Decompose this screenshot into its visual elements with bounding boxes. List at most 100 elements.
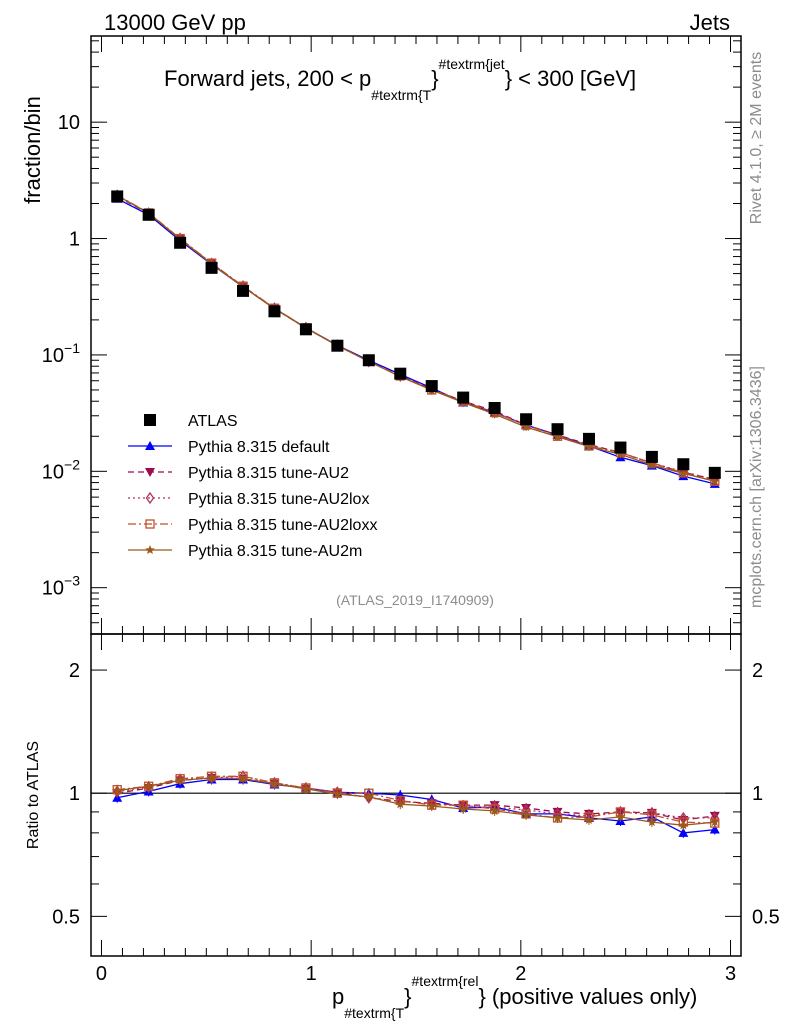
line-au2lox	[116, 194, 715, 481]
point-atlas	[362, 354, 375, 367]
legend-marker-atlas	[144, 414, 156, 426]
xlabel-sub: #textrm{T	[344, 1005, 404, 1021]
ratio-panel-frame	[90, 633, 742, 957]
point-atlas	[614, 441, 627, 454]
analysis-id: (ATLAS_2019_I1740909)	[336, 592, 494, 608]
point-atlas	[425, 380, 438, 393]
ratio-point-au2m	[552, 812, 563, 822]
ratio-point-default	[678, 827, 689, 837]
series-atlas	[111, 190, 721, 479]
xtick-label: 2	[515, 963, 526, 985]
ratio-point-au2m	[678, 820, 689, 830]
ratio-point-au2m	[647, 817, 657, 827]
header-right: Jets	[690, 10, 730, 35]
axes-layer: 10 1 10−1 10−2 10−3 2 2 1 1 0.5 0.5 0 1 2 3	[42, 36, 780, 985]
xlabel-sub-brace: }	[404, 984, 411, 1009]
ratio-line-au2loxx	[117, 775, 715, 824]
main-ytick-label: 10−1	[42, 340, 80, 367]
svg-text:Forward jets, 200 < p#textrm{T: Forward jets, 200 < p#textrm{T}#textrm{j…	[164, 56, 636, 103]
point-au2m	[552, 431, 563, 441]
xlabel-post: } (positive values only)	[478, 984, 697, 1009]
ratio-line-default	[117, 778, 715, 834]
ratio-ytick-label: 1	[69, 783, 80, 805]
point-au2m	[615, 449, 626, 459]
legend-marker-au2lox	[145, 491, 155, 505]
title-sup: #textrm{jet	[439, 56, 505, 72]
ratio-ytick-label: 0.5	[52, 906, 80, 928]
point-atlas	[142, 208, 155, 221]
legend-marker-default	[145, 441, 155, 450]
main-ylabel: fraction/bin	[20, 96, 45, 204]
title-post: } < 300 [GeV]	[505, 66, 636, 91]
ratio-point-au2m	[112, 785, 122, 795]
ratio-point-au2m	[427, 801, 437, 811]
ratio-point-au2m	[238, 773, 248, 783]
legend-entry-atlas: ATLAS	[144, 413, 238, 430]
point-atlas	[645, 450, 658, 463]
xtick-label: 1	[306, 963, 317, 985]
legend-label-au2: Pythia 8.315 tune-AU2	[188, 465, 349, 482]
point-atlas	[205, 261, 218, 274]
xtick-label: 3	[725, 963, 736, 985]
point-au2m	[678, 468, 689, 478]
legend-label-au2lox: Pythia 8.315 tune-AU2lox	[188, 491, 369, 508]
point-atlas	[299, 323, 312, 336]
legend-marker-au2m	[145, 545, 155, 554]
legend: ATLAS Pythia 8.315 default Pythia 8.315 tu…	[128, 413, 377, 560]
legend-label-au2loxx: Pythia 8.315 tune-AU2loxx	[188, 517, 377, 534]
plot-title: Forward jets, 200 < p#textrm{T}#textrm{j…	[164, 56, 636, 103]
x-axis-label: p#textrm{T}#textrm{rel} (positive values…	[332, 973, 697, 1021]
ratio-point-au2m	[269, 778, 280, 788]
main-ytick-label: 10−2	[42, 456, 80, 483]
ratio-ytick-label-right: 2	[752, 660, 763, 682]
legend-label-default: Pythia 8.315 default	[188, 439, 330, 456]
ratio-line-au2	[117, 777, 715, 821]
ratio-point-default	[709, 824, 720, 834]
legend-entry-au2: Pythia 8.315 tune-AU2	[128, 465, 349, 482]
point-atlas	[551, 423, 564, 436]
ratio-point-au2m	[489, 805, 500, 815]
legend-entry-au2m: Pythia 8.315 tune-AU2m	[128, 543, 362, 560]
ratio-ylabel: Ratio to ATLAS	[25, 741, 42, 849]
ratio-point-au2m	[206, 772, 217, 782]
ratio-line-au2m	[117, 777, 715, 826]
ratio-point-au2m	[364, 791, 374, 801]
point-atlas	[582, 432, 595, 445]
legend-entry-default: Pythia 8.315 default	[128, 439, 330, 456]
point-atlas	[111, 190, 124, 203]
point-au2m	[647, 460, 657, 470]
header-left: 13000 GeV pp	[104, 10, 246, 35]
ratio-ytick-label-right: 0.5	[752, 906, 780, 928]
point-au2m	[584, 441, 594, 451]
ratio-point-au2m	[710, 817, 720, 827]
legend-marker-au2	[145, 468, 155, 477]
mcplots-label: mcplots.cern.ch [arXiv:1306.3436]	[748, 366, 765, 608]
point-atlas	[331, 339, 344, 352]
legend-marker-au2loxx	[145, 519, 155, 529]
point-au2m	[710, 476, 720, 486]
point-au2m	[521, 422, 531, 432]
rivet-label: Rivet 4.1.0, ≥ 2M events	[748, 52, 765, 224]
main-ytick-label: 1	[69, 229, 80, 251]
xlabel-sup: #textrm{rel	[412, 973, 479, 989]
ratio-point-au2m	[615, 811, 626, 821]
ratio-point-au2m	[301, 783, 311, 793]
ratio-point-au2m	[143, 781, 154, 791]
main-ytick-label: 10	[58, 112, 80, 134]
point-atlas	[708, 466, 721, 479]
point-atlas	[394, 367, 407, 380]
line-au2	[116, 195, 715, 481]
legend-entry-au2loxx: Pythia 8.315 tune-AU2loxx	[128, 517, 377, 534]
point-atlas	[268, 305, 281, 318]
ratio-point-au2m	[175, 775, 185, 785]
point-atlas	[457, 391, 470, 404]
ratio-point-au2m	[332, 789, 343, 799]
point-atlas	[174, 236, 187, 249]
title-pre: Forward jets, 200 < p	[164, 66, 371, 91]
legend-label-au2m: Pythia 8.315 tune-AU2m	[188, 543, 362, 560]
ratio-series-default	[112, 774, 720, 838]
series-layer	[111, 189, 721, 838]
ratio-point-au2m	[521, 809, 531, 819]
legend-entry-au2lox: Pythia 8.315 tune-AU2lox	[128, 491, 369, 508]
